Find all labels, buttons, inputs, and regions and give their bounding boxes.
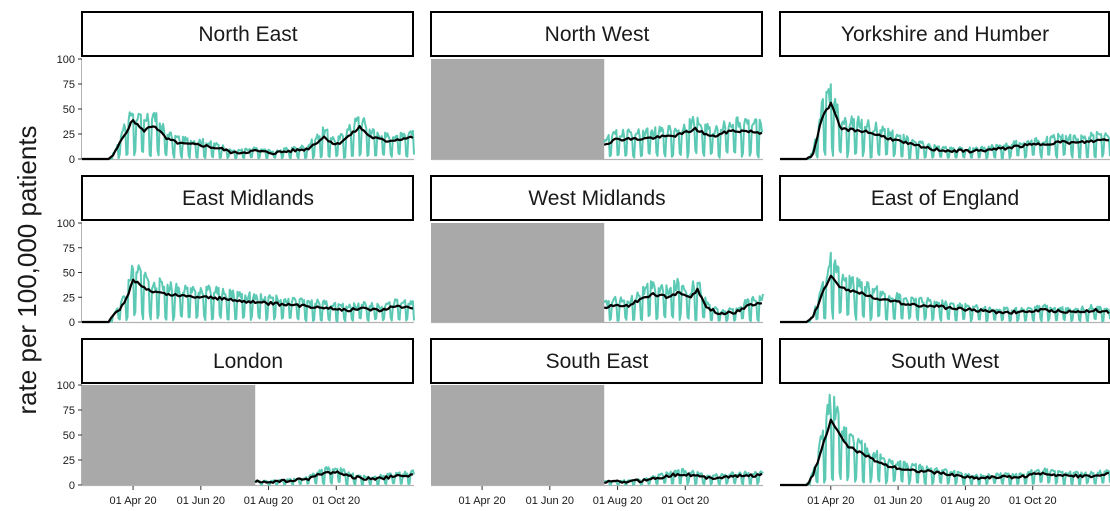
series-daily-line bbox=[82, 111, 415, 160]
y-tick-label: 100 bbox=[57, 54, 75, 66]
x-tick-label: 01 Oct 20 bbox=[661, 495, 709, 507]
series-rolling-line bbox=[603, 287, 763, 316]
facet-strip bbox=[779, 338, 1110, 384]
facet-strip-label: London bbox=[213, 350, 283, 373]
y-tick-label: 75 bbox=[63, 243, 75, 255]
series-daily-line bbox=[780, 393, 1110, 486]
facet-strip-label: South East bbox=[546, 350, 649, 373]
facet-panel: South East 01 Apr 20 01 Jun 20 01 Aug 20 01 … bbox=[430, 338, 764, 507]
series-rolling-line bbox=[604, 472, 763, 484]
facet-strip-label: East Midlands bbox=[182, 187, 314, 210]
facet-panel: North East 0 25 50 75 100 bbox=[57, 11, 415, 166]
series-daily-line bbox=[82, 264, 415, 323]
y-tick-label: 0 bbox=[69, 154, 75, 166]
facet-strip-label: North East bbox=[198, 23, 297, 46]
facet-panel: Yorkshire and Humber bbox=[779, 11, 1110, 161]
x-tick-label: 01 Apr 20 bbox=[110, 495, 157, 507]
y-tick-label: 75 bbox=[63, 405, 75, 417]
facet-strip bbox=[430, 175, 763, 221]
y-tick-label: 50 bbox=[63, 268, 75, 280]
y-tick-label: 50 bbox=[63, 104, 75, 116]
facet-panel: West Midlands bbox=[430, 175, 764, 324]
facet-strip bbox=[779, 11, 1110, 57]
x-tick-label: 01 Oct 20 bbox=[1009, 495, 1057, 507]
y-tick-label: 25 bbox=[63, 455, 75, 467]
series-daily-line bbox=[780, 251, 1110, 323]
series-rolling-line bbox=[780, 418, 1110, 487]
facet-panel: East Midlands 0 25 50 75 100 bbox=[57, 175, 415, 329]
facet-strip-label: Yorkshire and Humber bbox=[841, 23, 1049, 46]
series-daily-line bbox=[603, 115, 764, 159]
facet-strip-label: East of England bbox=[871, 187, 1019, 210]
y-tick-label: 25 bbox=[63, 292, 75, 304]
facet-panel: London 0 25 50 75 100 01 Apr 20 01 Jun 20 01 Aug… bbox=[57, 338, 415, 507]
facet-panel: North West bbox=[430, 11, 764, 161]
series-rolling-line bbox=[780, 101, 1109, 161]
x-tick-label: 01 Apr 20 bbox=[459, 495, 506, 507]
series-rolling-line bbox=[82, 119, 414, 161]
y-tick-label: 50 bbox=[63, 430, 75, 442]
x-tick-label: 01 Jun 20 bbox=[526, 495, 574, 507]
facet-strip-label: North West bbox=[545, 23, 650, 46]
facet-strip bbox=[81, 175, 414, 221]
facet-strip-label: South West bbox=[891, 350, 999, 373]
x-tick-label: 01 Aug 20 bbox=[941, 495, 991, 507]
series-rolling-line bbox=[780, 274, 1110, 324]
facet-strip bbox=[430, 338, 763, 384]
missing-data-region bbox=[431, 59, 605, 159]
y-axis-label: rate per 100,000 patients bbox=[12, 125, 42, 414]
y-tick-label: 100 bbox=[57, 218, 75, 230]
facet-strip bbox=[81, 11, 414, 57]
facet-strip bbox=[81, 338, 414, 384]
y-tick-label: 100 bbox=[57, 380, 75, 392]
series-daily-line bbox=[603, 277, 764, 323]
x-tick-label: 01 Aug 20 bbox=[593, 495, 643, 507]
x-tick-label: 01 Apr 20 bbox=[807, 495, 854, 507]
series-daily-line bbox=[780, 83, 1110, 160]
series-rolling-line bbox=[254, 470, 413, 484]
facet-strip bbox=[779, 175, 1110, 221]
facet-panels: North East 0 25 50 75 100 North West Yorkshire … bbox=[57, 11, 1110, 507]
facet-strip bbox=[430, 11, 763, 57]
x-tick-label: 01 Jun 20 bbox=[177, 495, 225, 507]
missing-data-region bbox=[431, 385, 605, 485]
series-rolling-line bbox=[603, 126, 763, 146]
facet-panel: South West 01 Apr 20 01 Jun 20 01 Aug 20 01 … bbox=[779, 338, 1110, 507]
y-tick-label: 0 bbox=[69, 480, 75, 492]
y-tick-label: 25 bbox=[63, 129, 75, 141]
x-tick-label: 01 Jun 20 bbox=[874, 495, 922, 507]
y-tick-label: 0 bbox=[69, 317, 75, 329]
series-rolling-line bbox=[82, 278, 414, 324]
y-tick-label: 75 bbox=[63, 79, 75, 91]
x-tick-label: 01 Aug 20 bbox=[244, 495, 294, 507]
facet-panel: East of England bbox=[779, 175, 1110, 324]
missing-data-region bbox=[82, 385, 256, 485]
missing-data-region bbox=[431, 223, 605, 322]
x-tick-label: 01 Oct 20 bbox=[312, 495, 360, 507]
facet-strip-label: West Midlands bbox=[528, 187, 665, 210]
